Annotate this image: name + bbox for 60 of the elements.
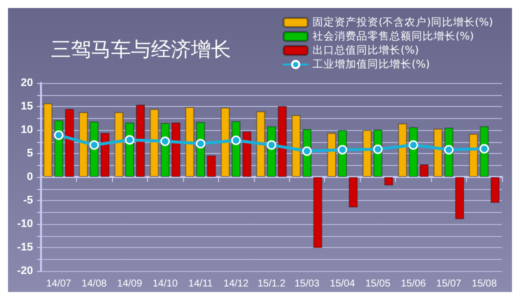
x-tick-label: 15/1.2 [258, 278, 286, 290]
bar [313, 177, 322, 248]
bar [100, 132, 110, 177]
bar [362, 130, 372, 177]
x-tick-label: 14/12 [224, 278, 249, 290]
bar [327, 132, 336, 177]
bar [242, 131, 252, 177]
point [266, 140, 276, 150]
x-tick-label: 15/04 [330, 278, 356, 290]
bar [348, 177, 358, 208]
bar [220, 107, 230, 177]
point [89, 140, 99, 150]
x-tick-label: 15/06 [400, 278, 426, 290]
x-tick-label: 14/10 [152, 278, 178, 290]
x-tick-label: 14/07 [46, 278, 72, 290]
bar [136, 104, 145, 177]
bar [171, 122, 180, 177]
y-tick-label: 20 [20, 77, 33, 89]
point [408, 140, 418, 150]
y-tick-label: 10 [20, 124, 33, 136]
bar [434, 128, 443, 177]
bar [455, 177, 464, 220]
x-tick-label: 15/03 [294, 278, 320, 290]
bar [292, 114, 301, 177]
legend-label: 出口总值同比增长(%) [312, 44, 419, 56]
y-tick-label: 15 [20, 100, 33, 112]
y-tick-label: -5 [23, 194, 33, 206]
x-tick-label: 15/07 [436, 278, 462, 290]
bar [206, 155, 216, 177]
chart-title: 三驾马车与经济增长 [51, 37, 231, 61]
y-tick-label: 5 [26, 148, 33, 160]
point [124, 135, 134, 145]
bar [65, 108, 74, 177]
point [196, 138, 206, 148]
x-tick-label: 15/05 [365, 278, 391, 290]
x-tick-label: 15/08 [472, 278, 498, 290]
point [54, 130, 64, 140]
y-tick-label: -15 [17, 242, 33, 254]
bar [256, 111, 266, 177]
point [444, 144, 454, 154]
y-tick-label: 0 [26, 171, 33, 183]
bar [398, 123, 408, 177]
point [338, 144, 348, 154]
point [480, 144, 490, 154]
x-tick-label: 14/09 [117, 278, 143, 290]
legend-label: 社会消费品零售总额同比增长(%) [312, 30, 474, 42]
bar [278, 106, 287, 177]
point [160, 136, 170, 146]
y-tick-label: -10 [17, 218, 33, 230]
legend-label: 工业增加值同比增长(%) [312, 58, 430, 70]
bar [490, 177, 500, 203]
point [302, 146, 312, 156]
point [231, 136, 241, 146]
bar [468, 134, 478, 177]
bar [384, 177, 394, 186]
x-tick-label: 14/11 [188, 278, 214, 290]
x-tick-label: 14/08 [82, 278, 108, 290]
y-tick-label: -20 [17, 265, 33, 277]
legend-label: 固定资产投资(不含农户)同比增长(%) [312, 16, 494, 28]
point [373, 144, 383, 154]
